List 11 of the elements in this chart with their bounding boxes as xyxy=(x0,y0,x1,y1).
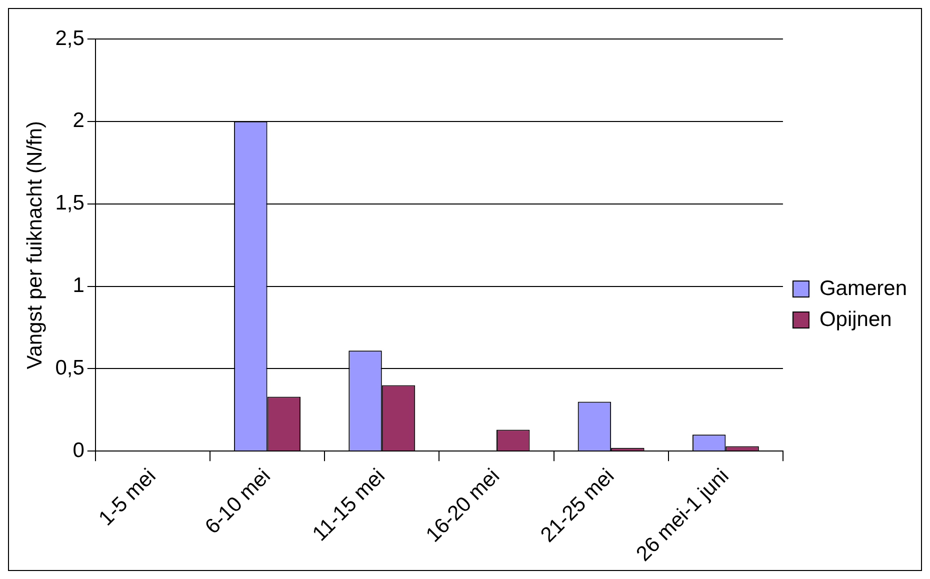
y-tick-label: 0 xyxy=(72,438,84,462)
x-tick-label: 6-10 mei xyxy=(200,464,275,538)
x-tick-label: 1-5 mei xyxy=(94,464,160,530)
y-tick-label: 0,5 xyxy=(55,356,84,380)
legend-label: Gameren xyxy=(819,276,908,300)
legend-label: Opijnen xyxy=(819,308,892,331)
y-tick-label: 1,5 xyxy=(55,192,84,215)
y-tick-label: 1 xyxy=(72,274,84,298)
y-tick-label: 2,5 xyxy=(55,26,84,50)
y-axis-title: Vangst per fuiknacht (N/fn) xyxy=(23,120,46,370)
y-tick-label: 2 xyxy=(72,109,84,132)
